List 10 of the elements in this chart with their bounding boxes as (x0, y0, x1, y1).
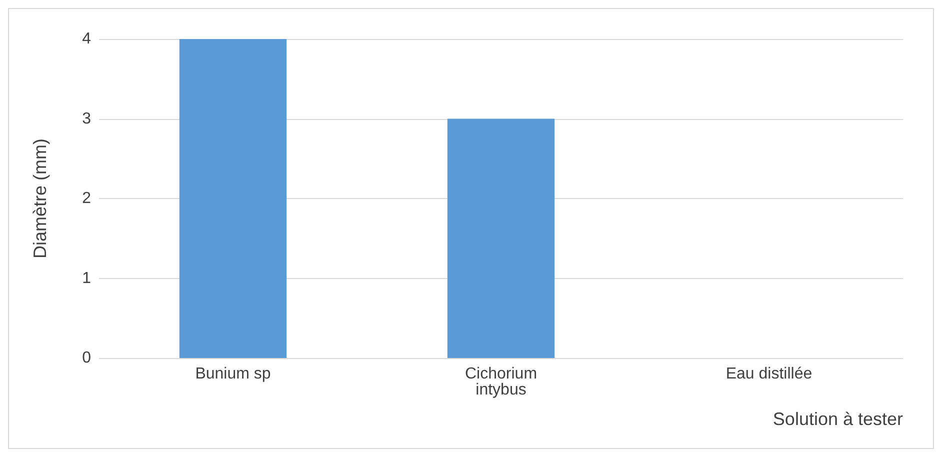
x-axis-title: Solution à tester (772, 409, 904, 429)
y-tick-label: 2 (82, 190, 92, 207)
y-tick-label: 4 (82, 30, 92, 48)
y-tick-label: 3 (82, 110, 92, 128)
x-tick-label: Cichorium intybus (464, 366, 538, 398)
y-axis-title: Diamètre (mm) (30, 138, 50, 258)
y-tick-label: 1 (82, 270, 92, 287)
x-tick-label: Bunium sp (195, 366, 271, 382)
y-tick-label: 0 (82, 350, 92, 366)
x-tick-label: Eau distillée (726, 366, 812, 382)
